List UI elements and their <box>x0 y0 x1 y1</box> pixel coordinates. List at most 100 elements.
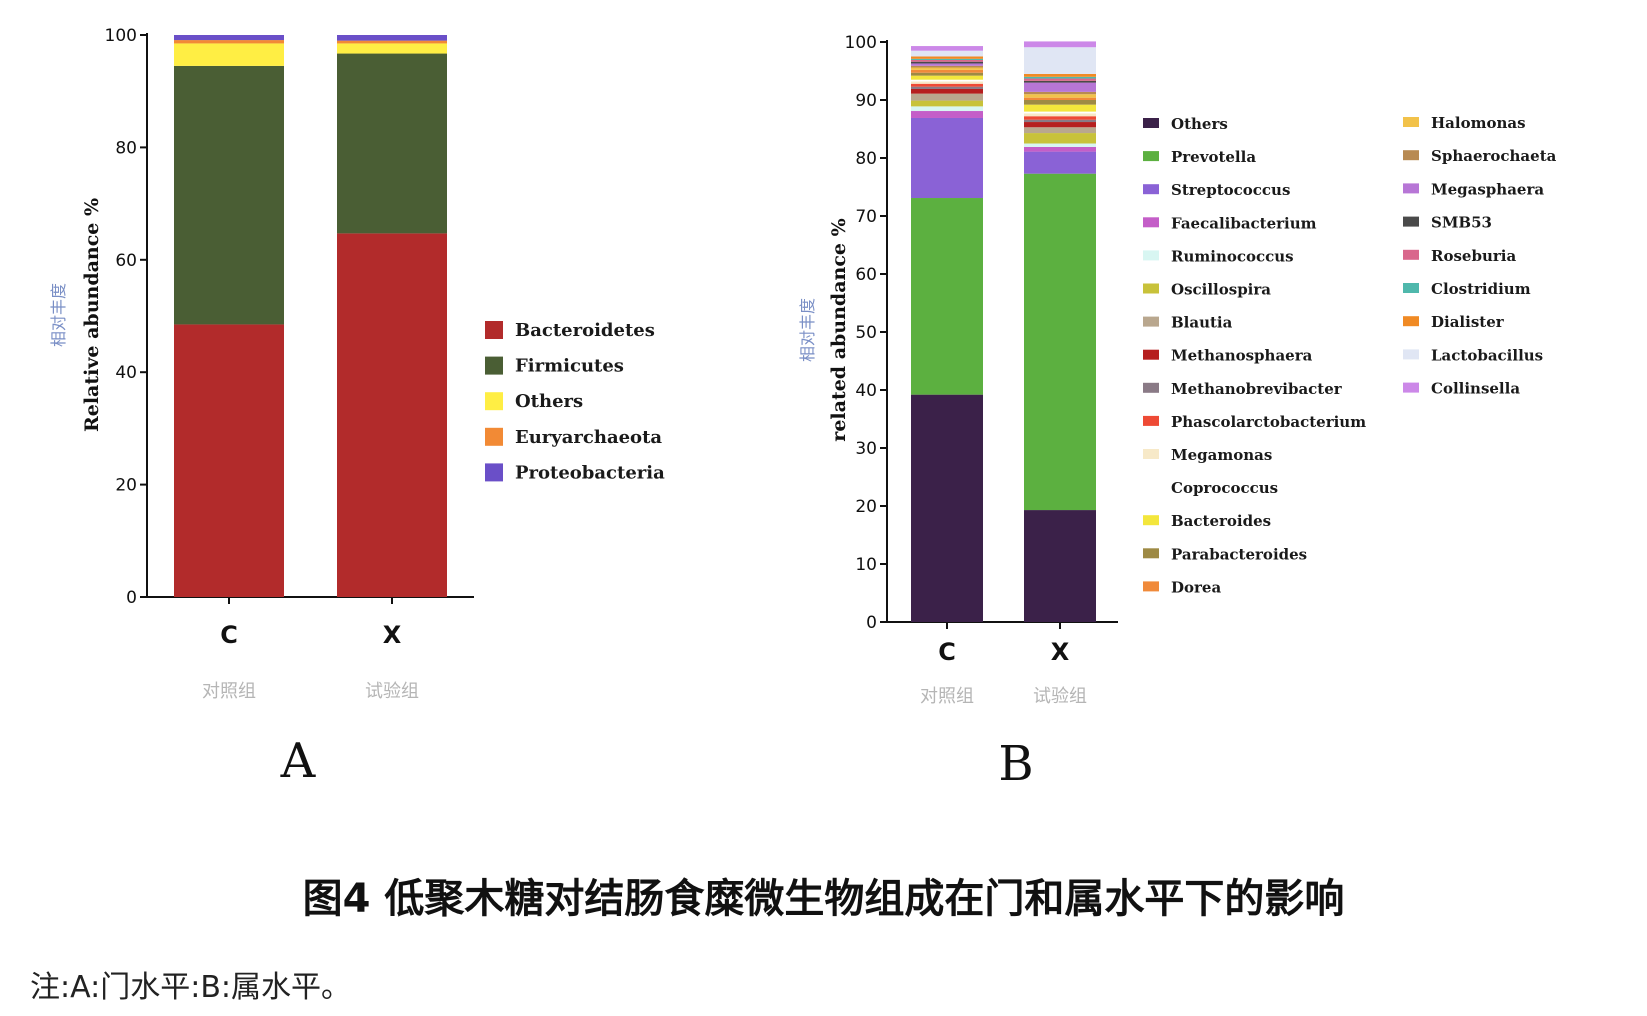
bar-segment-firmicutes <box>337 53 447 234</box>
legend-swatch <box>1403 283 1419 293</box>
legend-swatch <box>485 392 503 411</box>
legend-swatch <box>1143 151 1159 162</box>
bar-segment-lactobacillus <box>1024 47 1096 74</box>
bar-segment-sphaerochaeta <box>911 65 983 68</box>
legend-label: Oscillospira <box>1171 281 1271 299</box>
legend-swatch <box>1143 283 1159 294</box>
legend-swatch <box>1143 349 1159 360</box>
legend-swatch <box>1143 382 1159 393</box>
bar-segment-lactobacillus <box>911 50 983 57</box>
bar-segment-bacteroides <box>911 75 983 80</box>
y-axis-label-cn: 相对丰度 <box>798 298 817 362</box>
legend-label: Collinsella <box>1431 380 1520 398</box>
y-tick-label: 0 <box>866 613 877 633</box>
legend-label: Parabacteroides <box>1171 545 1307 563</box>
bar-segment-clostridium <box>911 58 983 60</box>
x-category-label: X <box>1051 638 1070 666</box>
bar-segment-bacteroidetes <box>337 233 447 598</box>
bar-segment-methanosphaera <box>1024 122 1096 128</box>
y-tick-label: 80 <box>115 138 137 158</box>
legend-swatch <box>1403 249 1419 260</box>
bar-segment-megasphaera <box>1024 82 1096 92</box>
bar-segment-clostridium <box>1024 76 1096 79</box>
legend-label: Bacteroidetes <box>515 320 655 341</box>
y-tick-label: 20 <box>115 476 137 496</box>
y-axis-label: Relative abundance % <box>81 198 103 432</box>
bar-segment-oscillospira <box>1024 133 1096 144</box>
x-category-label: C <box>220 621 238 649</box>
legend-label: Firmicutes <box>515 356 624 377</box>
y-axis-label: related abundance % <box>828 218 850 441</box>
legend-swatch <box>1403 382 1419 393</box>
figure-note: 注:A:门水平:B:属水平。 <box>30 970 352 1005</box>
legend-label: SMB53 <box>1431 214 1492 232</box>
legend-label: Streptococcus <box>1171 181 1290 199</box>
bar-segment-dialister <box>1024 73 1096 77</box>
legend-label: Halomonas <box>1431 114 1526 132</box>
legend-label: Methanosphaera <box>1171 347 1313 365</box>
legend-label: Others <box>515 391 583 412</box>
bar-segment-streptococcus <box>1024 151 1096 174</box>
bar-segment-others <box>174 43 284 66</box>
legend-label: Euryarchaeota <box>515 427 662 448</box>
chart-a: 0 20 40 60 80 100 Relative abundance % 相对丰度 C 对照组… <box>49 26 665 789</box>
legend-swatch <box>485 427 503 446</box>
y-tick-label: 80 <box>855 149 877 169</box>
legend-swatch <box>1143 581 1159 592</box>
bar-segment-faecalibacterium <box>1024 146 1096 152</box>
legend-swatch <box>485 463 503 482</box>
legend-label: Ruminococcus <box>1171 247 1294 265</box>
bar-segment-blautia <box>1024 127 1096 134</box>
legend-label: Bacteroides <box>1171 512 1271 530</box>
bar-segment-megasphaera <box>911 63 983 66</box>
bar-segment-halomonas <box>911 67 983 70</box>
bar-segment-others <box>1024 510 1096 622</box>
bar-segment-roseburia <box>911 59 983 62</box>
bar-segment-coprococcus <box>911 79 983 82</box>
y-tick-label: 30 <box>855 439 877 459</box>
legend-label: Sphaerochaeta <box>1431 147 1557 165</box>
bar-segment-methanobrevibacter <box>911 86 983 89</box>
legend-swatch <box>485 321 503 339</box>
legend-swatch <box>1143 482 1159 493</box>
legend-swatch <box>1143 548 1159 559</box>
legend-label: Megamonas <box>1171 446 1272 464</box>
bar-segment-sphaerochaeta <box>1024 91 1096 95</box>
y-tick-label: 60 <box>115 251 137 271</box>
y-tick-label: 0 <box>126 588 137 608</box>
y-axis-label-cn: 相对丰度 <box>49 283 68 347</box>
legend-swatch <box>1143 118 1159 128</box>
legend-label: Roseburia <box>1431 247 1516 265</box>
legend-swatch <box>1403 150 1419 161</box>
legend-swatch <box>1403 117 1419 127</box>
legend-label: Megasphaera <box>1431 180 1544 198</box>
bar-segment-phascolarctobacterium <box>911 83 983 87</box>
legend-label: Blautia <box>1171 314 1233 332</box>
bar-segment-firmicutes <box>174 65 284 325</box>
bar-segment-phascolarctobacterium <box>1024 116 1096 120</box>
legend-swatch <box>1143 250 1159 261</box>
bar-segment-others <box>911 394 983 622</box>
legend-label: Dorea <box>1171 578 1221 596</box>
legend-label: Phascolarctobacterium <box>1171 413 1366 431</box>
legend-swatch <box>1143 515 1159 526</box>
bar-segment-parabacteroides <box>911 72 983 76</box>
legend-label: Prevotella <box>1171 148 1256 166</box>
bar-segment-proteobacteria <box>174 35 284 41</box>
x-category-sublabel: 试验组 <box>365 681 419 702</box>
bar-segment-others <box>337 43 447 54</box>
bar-segment-smb53 <box>1024 80 1096 83</box>
bar-segment-streptococcus <box>911 117 983 199</box>
bar-segment-methanosphaera <box>911 88 983 94</box>
bar-segment-parabacteroides <box>1024 100 1096 105</box>
panel-label: B <box>998 736 1033 792</box>
bar-segment-megamonas <box>1024 113 1096 117</box>
bar-segment-megamonas <box>911 81 983 84</box>
bar-segment-dorea <box>911 69 983 73</box>
legend-swatch <box>1403 183 1419 194</box>
x-category-sublabel: 对照组 <box>202 681 256 702</box>
bar-segment-halomonas <box>1024 94 1096 98</box>
bar-segment-oscillospira <box>911 100 983 107</box>
legend-swatch <box>1143 316 1159 327</box>
